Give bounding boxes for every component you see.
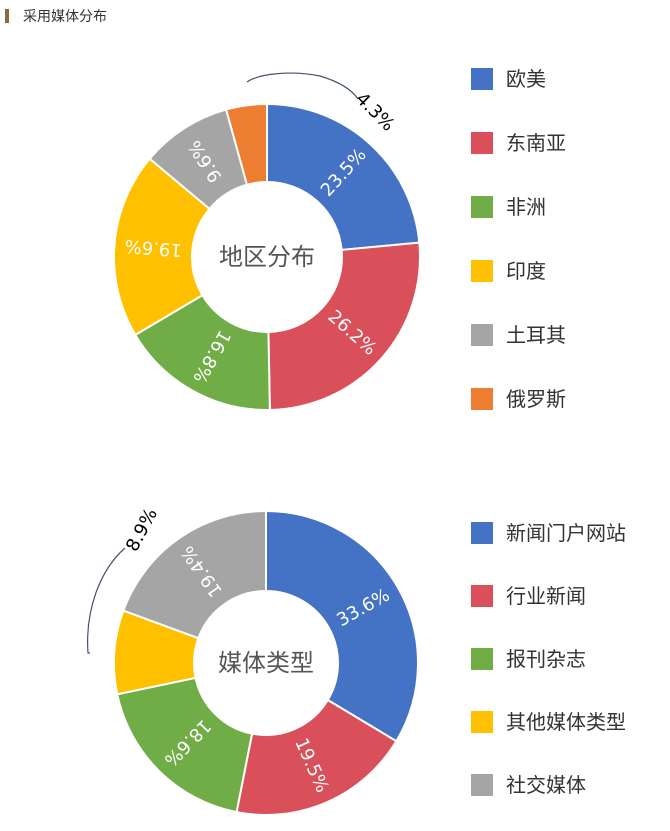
legend-swatch	[471, 388, 493, 410]
donut-slice-2-2	[235, 698, 398, 816]
legend-label: 印度	[506, 259, 546, 283]
donut-slice-1-6	[224, 102, 268, 186]
legend-swatch	[471, 774, 493, 796]
legend-label: 非洲	[506, 195, 546, 219]
donut-slice-2-5	[122, 509, 267, 640]
legend-swatch	[471, 324, 493, 346]
slice-value-label-outside: 4.3%	[351, 88, 398, 135]
donut-center-title: 地区分布	[219, 243, 315, 271]
slice-value-label: 19.6%	[124, 235, 183, 261]
legend-label: 俄罗斯	[506, 387, 566, 411]
legend-label: 社交媒体	[506, 773, 586, 797]
legend-label: 土耳其	[506, 323, 566, 347]
donut-slice-1-4	[113, 157, 211, 337]
leader-line	[87, 547, 126, 654]
donut-slice-1-3	[133, 293, 271, 411]
legend-swatch	[471, 68, 493, 90]
legend-swatch	[471, 132, 493, 154]
slice-value-label-outside: 8.9%	[122, 505, 162, 555]
header-accent-bar	[5, 9, 9, 23]
donut-center-title: 媒体类型	[218, 649, 314, 677]
donut-slice-1-1	[266, 102, 421, 252]
donut-slice-1-2	[267, 241, 421, 411]
donut-slice-2-1	[265, 509, 419, 743]
legend-label: 行业新闻	[506, 584, 586, 608]
legend-swatch	[471, 522, 493, 544]
legend-label: 东南亚	[506, 131, 566, 155]
legend-swatch	[471, 260, 493, 282]
legend-label: 其他媒体类型	[506, 710, 626, 734]
legend-swatch	[471, 711, 493, 733]
section-title: 采用媒体分布	[23, 9, 107, 25]
legend-swatch	[471, 648, 493, 670]
legend-label: 报刊杂志	[506, 647, 586, 671]
section-header: 采用媒体分布	[5, 6, 107, 26]
donut-slice-2-3	[116, 676, 254, 814]
leader-line	[246, 72, 359, 100]
legend-swatch	[471, 196, 493, 218]
legend-swatch	[471, 585, 493, 607]
legend-label: 新闻门户网站	[506, 521, 626, 545]
legend-label: 欧美	[506, 67, 546, 91]
